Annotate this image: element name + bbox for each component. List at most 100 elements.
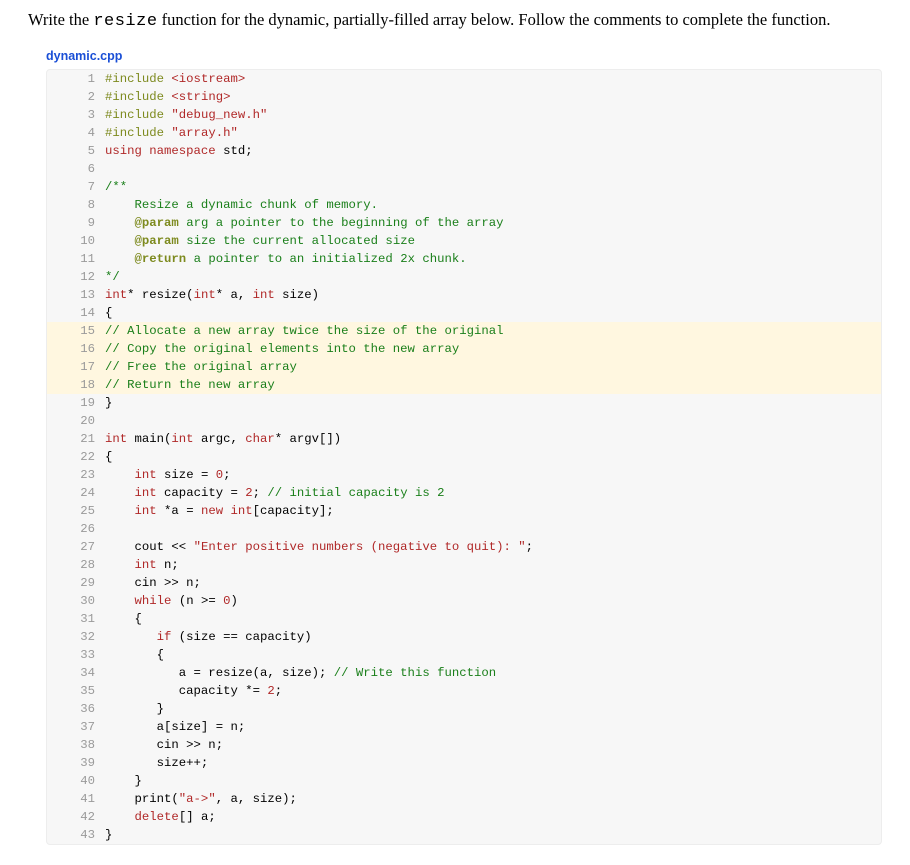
code-content: cin >> n; (105, 736, 881, 754)
code-line: 22{ (47, 448, 881, 466)
code-token: int (105, 288, 127, 302)
line-number: 10 (47, 232, 105, 250)
code-content: */ (105, 268, 881, 286)
code-line: 12*/ (47, 268, 881, 286)
code-token: // Return the new array (105, 378, 275, 392)
code-content: Resize a dynamic chunk of memory. (105, 196, 881, 214)
code-token: char (245, 432, 275, 446)
code-content: a[size] = n; (105, 718, 881, 736)
code-line: 30 while (n >= 0) (47, 592, 881, 610)
code-token: @param (135, 216, 179, 230)
code-content: int n; (105, 556, 881, 574)
code-token: // Free the original array (105, 360, 297, 374)
code-content: if (size == capacity) (105, 628, 881, 646)
code-token: @param (135, 234, 179, 248)
code-content: delete[] a; (105, 808, 881, 826)
code-line: 38 cin >> n; (47, 736, 881, 754)
line-number: 28 (47, 556, 105, 574)
code-token: ) (230, 594, 237, 608)
code-content: int size = 0; (105, 466, 881, 484)
code-token: (size == capacity) (171, 630, 311, 644)
line-number: 11 (47, 250, 105, 268)
code-token (105, 252, 135, 266)
code-token: int (105, 432, 127, 446)
code-content: { (105, 304, 881, 322)
code-token: ; (253, 486, 268, 500)
line-number: 1 (47, 70, 105, 88)
line-number: 32 (47, 628, 105, 646)
code-line: 32 if (size == capacity) (47, 628, 881, 646)
line-number: 25 (47, 502, 105, 520)
code-token: int (171, 432, 193, 446)
code-line: 34 a = resize(a, size); // Write this fu… (47, 664, 881, 682)
code-content: // Allocate a new array twice the size o… (105, 322, 881, 340)
code-line: 26 (47, 520, 881, 538)
code-line: 25 int *a = new int[capacity]; (47, 502, 881, 520)
code-content: int capacity = 2; // initial capacity is… (105, 484, 881, 502)
line-number: 34 (47, 664, 105, 682)
line-number: 38 (47, 736, 105, 754)
code-content: { (105, 610, 881, 628)
code-token: a pointer to an initialized 2x chunk. (186, 252, 466, 266)
code-token: Resize a dynamic chunk of memory. (105, 198, 378, 212)
code-token: int (230, 504, 252, 518)
code-token: } (105, 702, 164, 716)
code-token: main( (127, 432, 171, 446)
code-token: "debug_new.h" (171, 108, 267, 122)
code-line: 17// Free the original array (47, 358, 881, 376)
code-content: } (105, 772, 881, 790)
code-token: #include (105, 72, 171, 86)
code-line: 19} (47, 394, 881, 412)
code-content: #include <iostream> (105, 70, 881, 88)
code-token: int (135, 486, 157, 500)
code-content: cout << "Enter positive numbers (negativ… (105, 538, 881, 556)
code-token: */ (105, 270, 120, 284)
filename-label: dynamic.cpp (46, 49, 882, 63)
code-content: cin >> n; (105, 574, 881, 592)
line-number: 37 (47, 718, 105, 736)
code-line: 24 int capacity = 2; // initial capacity… (47, 484, 881, 502)
code-line: 20 (47, 412, 881, 430)
line-number: 39 (47, 754, 105, 772)
line-number: 30 (47, 592, 105, 610)
code-line: 2#include <string> (47, 88, 881, 106)
code-token (105, 234, 135, 248)
code-token: // Copy the original elements into the n… (105, 342, 459, 356)
code-token: ; (526, 540, 533, 554)
code-content: #include "debug_new.h" (105, 106, 881, 124)
code-token: using namespace (105, 144, 216, 158)
code-token: ; (223, 468, 230, 482)
code-line: 15// Allocate a new array twice the size… (47, 322, 881, 340)
code-token: size = (157, 468, 216, 482)
code-token: std; (216, 144, 253, 158)
line-number: 20 (47, 412, 105, 430)
code-token: #include (105, 90, 171, 104)
code-token: while (135, 594, 172, 608)
code-token: argc, (194, 432, 246, 446)
code-content: /** (105, 178, 881, 196)
code-token: capacity = (157, 486, 246, 500)
code-line: 37 a[size] = n; (47, 718, 881, 736)
code-token: [capacity]; (253, 504, 334, 518)
code-token: * resize( (127, 288, 193, 302)
code-token: int (135, 558, 157, 572)
code-token (105, 630, 157, 644)
line-number: 7 (47, 178, 105, 196)
line-number: 26 (47, 520, 105, 538)
code-line: 42 delete[] a; (47, 808, 881, 826)
code-token: } (105, 828, 112, 842)
code-token: n; (157, 558, 179, 572)
code-line: 5using namespace std; (47, 142, 881, 160)
code-token: <string> (171, 90, 230, 104)
line-number: 13 (47, 286, 105, 304)
code-token: { (105, 648, 164, 662)
code-line: 1#include <iostream> (47, 70, 881, 88)
code-token: size++; (105, 756, 208, 770)
line-number: 33 (47, 646, 105, 664)
line-number: 4 (47, 124, 105, 142)
code-token (105, 468, 135, 482)
code-token: /** (105, 180, 127, 194)
code-line: 41 print("a->", a, size); (47, 790, 881, 808)
code-token: "Enter positive numbers (negative to qui… (194, 540, 526, 554)
code-token: ; (275, 684, 282, 698)
